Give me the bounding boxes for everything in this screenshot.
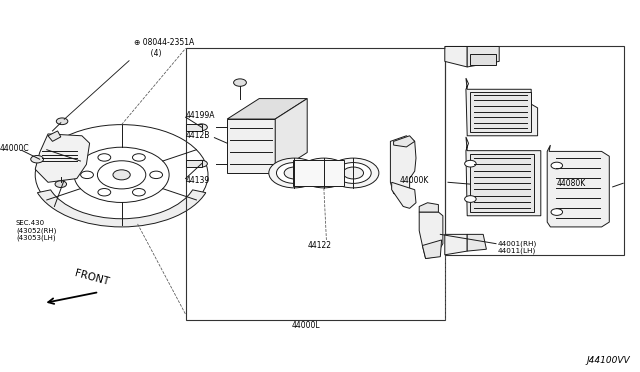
Bar bbox=[186, 160, 202, 167]
Circle shape bbox=[98, 154, 111, 161]
Text: 44001(RH)
44011(LH): 44001(RH) 44011(LH) bbox=[498, 240, 537, 254]
Text: 44139: 44139 bbox=[186, 176, 210, 185]
Polygon shape bbox=[48, 131, 61, 141]
Polygon shape bbox=[547, 145, 609, 227]
Circle shape bbox=[132, 189, 145, 196]
Circle shape bbox=[196, 160, 207, 167]
Polygon shape bbox=[419, 212, 443, 259]
Polygon shape bbox=[466, 137, 541, 216]
Bar bbox=[470, 54, 496, 65]
Text: 44000L: 44000L bbox=[291, 321, 320, 330]
Circle shape bbox=[31, 155, 44, 163]
Polygon shape bbox=[422, 240, 442, 259]
Bar bbox=[470, 154, 534, 212]
Circle shape bbox=[98, 189, 111, 196]
Circle shape bbox=[298, 158, 349, 188]
Circle shape bbox=[284, 167, 305, 179]
Text: ⊕ 08044-2351A
       (4): ⊕ 08044-2351A (4) bbox=[134, 38, 195, 58]
Circle shape bbox=[465, 160, 476, 167]
Text: 44000C: 44000C bbox=[0, 144, 29, 153]
Text: J44100VV: J44100VV bbox=[587, 356, 630, 365]
Polygon shape bbox=[467, 234, 486, 251]
Circle shape bbox=[55, 181, 67, 187]
Circle shape bbox=[314, 167, 334, 179]
Polygon shape bbox=[445, 46, 467, 67]
Circle shape bbox=[269, 158, 320, 188]
Polygon shape bbox=[227, 99, 307, 119]
Bar bbox=[293, 160, 344, 186]
Circle shape bbox=[150, 171, 163, 179]
Bar bbox=[186, 48, 445, 320]
Circle shape bbox=[551, 162, 563, 169]
Polygon shape bbox=[392, 182, 416, 208]
Polygon shape bbox=[394, 136, 415, 147]
Text: 4412B: 4412B bbox=[186, 131, 210, 140]
Text: SEC.430
(43052(RH)
(43053(LH): SEC.430 (43052(RH) (43053(LH) bbox=[16, 220, 56, 241]
Circle shape bbox=[56, 118, 68, 125]
Circle shape bbox=[328, 158, 379, 188]
Text: 44080K: 44080K bbox=[557, 179, 586, 187]
Circle shape bbox=[465, 196, 476, 202]
Bar bbox=[445, 46, 624, 255]
Text: FRONT: FRONT bbox=[74, 269, 110, 287]
Circle shape bbox=[343, 167, 364, 179]
Bar bbox=[470, 92, 531, 132]
Circle shape bbox=[234, 79, 246, 86]
Text: 44199A: 44199A bbox=[186, 111, 215, 120]
Polygon shape bbox=[419, 203, 438, 212]
Circle shape bbox=[276, 163, 312, 183]
Polygon shape bbox=[445, 234, 467, 255]
Polygon shape bbox=[466, 78, 538, 136]
Circle shape bbox=[306, 163, 342, 183]
Circle shape bbox=[113, 170, 131, 180]
Polygon shape bbox=[35, 134, 90, 182]
Polygon shape bbox=[227, 119, 275, 173]
Circle shape bbox=[132, 154, 145, 161]
Text: 44122: 44122 bbox=[307, 241, 332, 250]
Polygon shape bbox=[390, 136, 416, 197]
Text: 44000K: 44000K bbox=[400, 176, 429, 185]
Bar bbox=[186, 124, 202, 131]
Circle shape bbox=[81, 171, 93, 179]
Polygon shape bbox=[467, 46, 499, 67]
Wedge shape bbox=[37, 190, 206, 227]
Circle shape bbox=[335, 163, 371, 183]
Circle shape bbox=[551, 209, 563, 215]
Polygon shape bbox=[275, 99, 307, 173]
Circle shape bbox=[196, 124, 207, 131]
